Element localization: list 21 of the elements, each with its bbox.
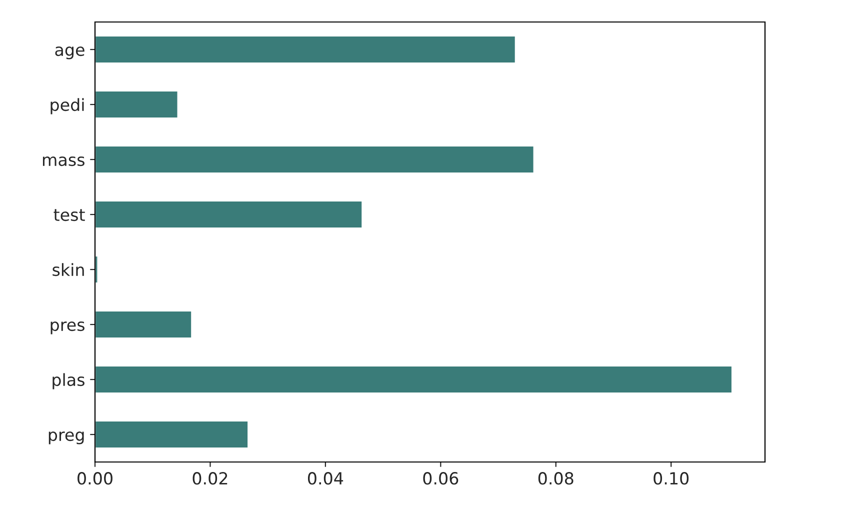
y-tick-label: test: [54, 209, 85, 222]
y-tick-label: plas: [52, 373, 84, 390]
y-tick-label: age: [55, 46, 84, 60]
y-tick-label: pres: [50, 322, 84, 334]
bar: [95, 145, 535, 174]
x-tick-label: 0.04: [308, 472, 344, 485]
bar: [95, 420, 249, 449]
x-tick-label: 0.10: [654, 472, 689, 485]
bar: [95, 200, 364, 229]
x-tick-label: 0.00: [78, 472, 112, 485]
x-tick-label: 0.06: [423, 472, 458, 485]
bar: [95, 90, 179, 119]
y-tick-label: pedi: [50, 98, 84, 114]
y-tick-label: mass: [42, 156, 84, 166]
bar: [95, 35, 516, 64]
bar: [95, 365, 733, 394]
y-tick-label: skin: [52, 263, 84, 276]
x-tick-label: 0.02: [192, 472, 228, 485]
bar: [95, 310, 192, 339]
x-tick-label: 0.08: [538, 472, 574, 485]
y-tick-label: preg: [48, 432, 84, 444]
